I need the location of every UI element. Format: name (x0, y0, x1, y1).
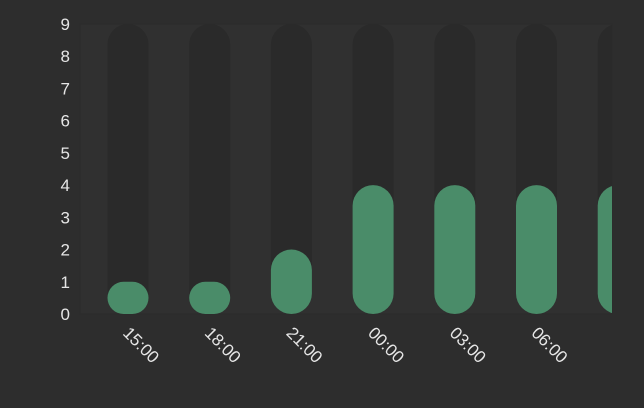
y-tick-label: 4 (61, 176, 70, 195)
y-tick-label: 3 (61, 208, 70, 227)
bar (352, 185, 394, 314)
x-tick-label: 18:00 (201, 323, 245, 367)
x-tick-label: 03:00 (446, 323, 490, 367)
bar (434, 185, 476, 314)
x-tick-label: 21:00 (283, 323, 327, 367)
x-tick-label: 00:00 (364, 323, 408, 367)
y-tick-label: 9 (61, 15, 70, 34)
x-tick-label: 15:00 (119, 323, 163, 367)
y-tick-label: 8 (61, 47, 70, 66)
bar-track (270, 24, 312, 314)
x-tick-label: 06:00 (528, 323, 572, 367)
y-tick-label: 0 (61, 305, 70, 324)
y-tick-label: 6 (61, 112, 70, 131)
bar (107, 281, 149, 314)
y-tick-label: 7 (61, 79, 70, 98)
bar (516, 185, 557, 314)
y-tick-label: 1 (61, 273, 70, 292)
bar (270, 249, 312, 314)
y-tick-label: 2 (61, 241, 70, 260)
y-tick-label: 5 (61, 144, 70, 163)
bar (189, 281, 231, 314)
bar-track (107, 24, 149, 314)
bar-track (189, 24, 231, 314)
bar (597, 186, 612, 314)
